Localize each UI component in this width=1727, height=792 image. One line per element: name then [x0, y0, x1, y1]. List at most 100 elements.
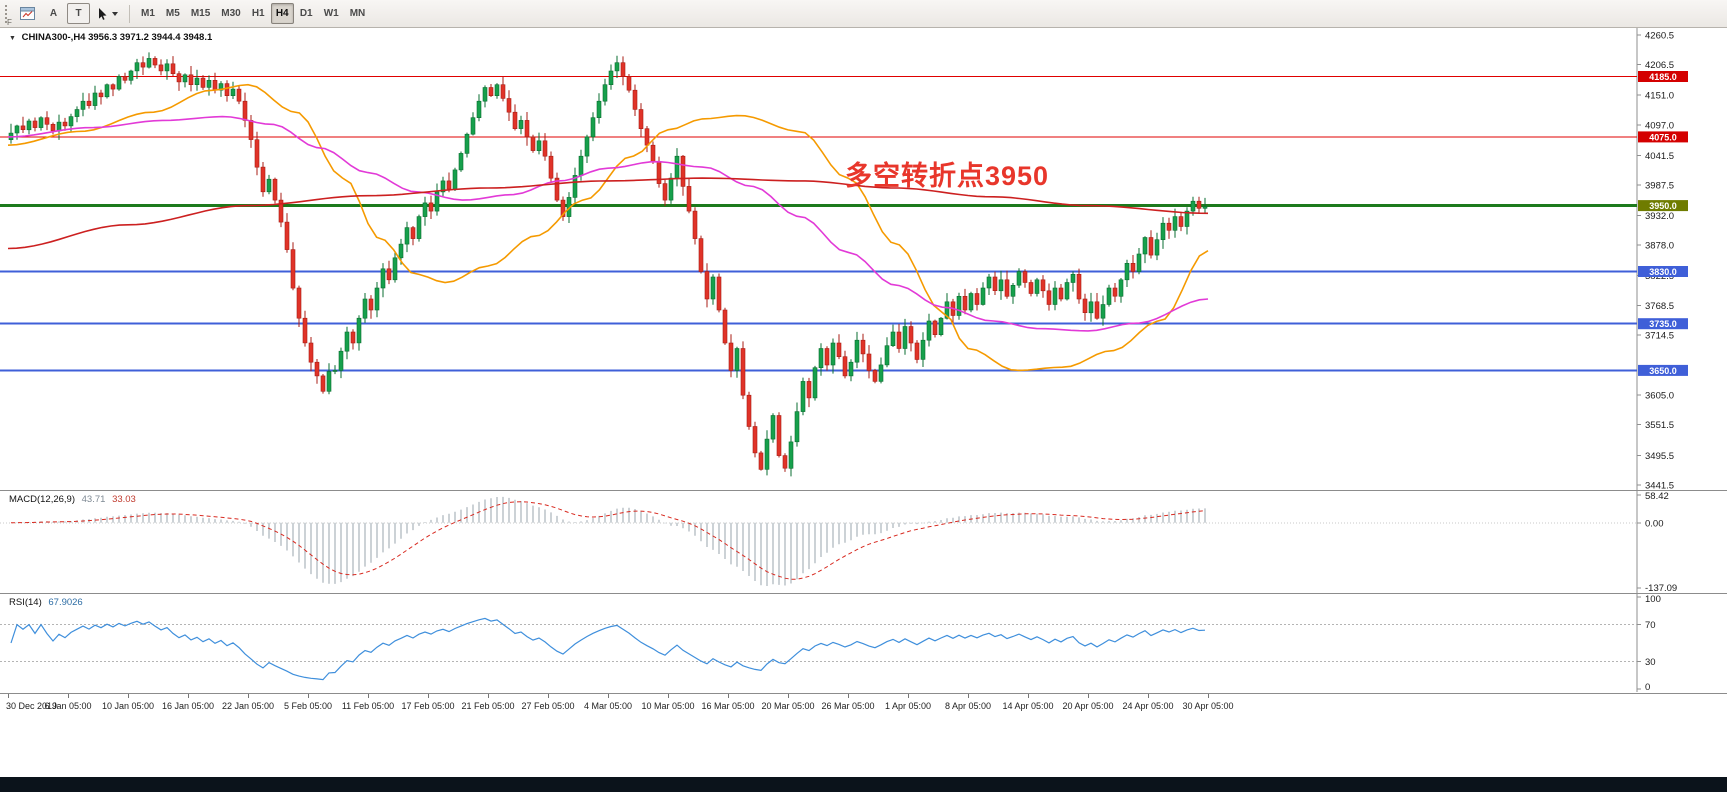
cursor-icon [99, 8, 107, 20]
time-axis-label: 14 Apr 05:00 [1002, 701, 1054, 711]
svg-text:0.00: 0.00 [1645, 518, 1664, 529]
rsi-panel[interactable]: 100 70 30 0 [0, 594, 1727, 692]
timeframe-button-mn[interactable]: MN [345, 3, 371, 24]
time-axis-tick [848, 694, 849, 698]
arrow-a-tool-button[interactable]: A [42, 3, 65, 24]
timeframe-button-m5[interactable]: M5 [161, 3, 185, 24]
time-axis-tick [968, 694, 969, 698]
time-axis-tick [428, 694, 429, 698]
time-axis-tick [908, 694, 909, 698]
text-label-tool-button[interactable]: T [67, 3, 90, 24]
svg-text:4185.0: 4185.0 [1649, 72, 1677, 82]
svg-text:3495.5: 3495.5 [1645, 451, 1674, 462]
svg-text:3950.0: 3950.0 [1649, 201, 1677, 211]
panel-separator[interactable] [0, 490, 1727, 491]
symbol-period-label: CHINA300-,H4 [21, 32, 86, 43]
time-axis-label: 22 Jan 05:00 [221, 701, 275, 711]
time-axis-label: 16 Mar 05:00 [701, 701, 755, 711]
svg-text:3441.5: 3441.5 [1645, 481, 1674, 491]
macd-label: MACD(12,26,9) 43.71 33.03 [9, 494, 136, 505]
time-axis-tick [1208, 694, 1209, 698]
time-axis-label: 8 Apr 05:00 [944, 701, 992, 711]
svg-text:3650.0: 3650.0 [1649, 366, 1677, 376]
rsi-value: 67.9026 [48, 597, 83, 608]
dropdown-caret-icon [112, 11, 118, 16]
svg-text:4097.0: 4097.0 [1645, 120, 1674, 131]
time-axis-tick [308, 694, 309, 698]
timeframe-button-m1[interactable]: M1 [136, 3, 160, 24]
rsi-indicator-name: RSI(14) [9, 597, 42, 608]
chart-title: ▼ CHINA300-,H4 3956.3 3971.2 3944.4 3948… [9, 32, 212, 43]
time-axis-label: 10 Jan 05:00 [101, 701, 155, 711]
timeframe-button-m15[interactable]: M15 [186, 3, 215, 24]
toolbar-separator [129, 4, 130, 23]
timeframe-button-w1[interactable]: W1 [319, 3, 344, 24]
svg-text:0: 0 [1645, 682, 1650, 692]
time-axis-tick [1088, 694, 1089, 698]
svg-text:3768.5: 3768.5 [1645, 301, 1674, 312]
time-axis-label: 20 Mar 05:00 [761, 701, 815, 711]
timeframe-button-d1[interactable]: D1 [295, 3, 318, 24]
svg-text:3932.0: 3932.0 [1645, 211, 1674, 222]
time-axis-label: 30 Dec 2019 [6, 701, 58, 711]
svg-text:3987.5: 3987.5 [1645, 181, 1674, 192]
time-axis-tick [608, 694, 609, 698]
macd-panel[interactable]: 58.42 0.00 -137.09 [0, 491, 1727, 593]
time-axis-label: 24 Apr 05:00 [1122, 701, 1174, 711]
time-axis-label: 1 Apr 05:00 [884, 701, 932, 711]
svg-text:70: 70 [1645, 620, 1656, 631]
toolbar: A T M1 M5 M15 M30 H1 H4 D1 W1 MN [0, 0, 1727, 28]
svg-text:4041.5: 4041.5 [1645, 151, 1674, 162]
svg-text:-137.09: -137.09 [1645, 583, 1677, 593]
chart-area: 4260.5 4206.5 4151.0 4097.0 4041.5 3987.5 3932… [0, 28, 1727, 718]
time-axis-tick [188, 694, 189, 698]
macd-indicator-name: MACD(12,26,9) [9, 494, 75, 505]
timeframe-button-h1[interactable]: H1 [247, 3, 270, 24]
svg-text:30: 30 [1645, 657, 1656, 668]
time-axis-tick [728, 694, 729, 698]
time-axis-tick [1028, 694, 1029, 698]
time-axis-label: 30 Apr 05:00 [1182, 701, 1234, 711]
svg-text:100: 100 [1645, 594, 1661, 605]
svg-text:3735.0: 3735.0 [1649, 319, 1677, 329]
time-axis[interactable]: 30 Dec 2019 6 Jan 05:00 10 Jan 05:00 16 Jan… [0, 693, 1727, 718]
time-axis-tick [68, 694, 69, 698]
time-axis-label: 5 Feb 05:00 [283, 701, 333, 711]
ohlc-label: 3956.3 3971.2 3944.4 3948.1 [88, 32, 213, 43]
toolbar-corner-label: F [7, 18, 12, 27]
time-axis-label: 16 Jan 05:00 [161, 701, 215, 711]
time-axis-label: 26 Mar 05:00 [821, 701, 875, 711]
cursor-tool-button[interactable] [92, 3, 123, 24]
svg-text:3714.5: 3714.5 [1645, 331, 1674, 342]
candlestick-panel[interactable]: 4260.5 4206.5 4151.0 4097.0 4041.5 3987.5 3932… [0, 28, 1727, 490]
svg-text:4075.0: 4075.0 [1649, 132, 1677, 142]
timeframe-button-h4[interactable]: H4 [270, 3, 294, 24]
time-axis-tick [8, 694, 9, 698]
macd-main-value: 43.71 [81, 494, 106, 505]
macd-signal-value: 33.03 [112, 494, 136, 505]
svg-text:3830.0: 3830.0 [1649, 267, 1677, 277]
svg-text:3551.5: 3551.5 [1645, 420, 1674, 431]
timeframe-button-group: M1 M5 M15 M30 H1 H4 D1 W1 MN [136, 3, 370, 24]
time-axis-label: 27 Feb 05:00 [521, 701, 575, 711]
time-axis-tick [488, 694, 489, 698]
time-axis-label: 4 Mar 05:00 [583, 701, 633, 711]
rsi-label: RSI(14) 67.9026 [9, 597, 83, 608]
svg-text:4151.0: 4151.0 [1645, 91, 1674, 102]
time-axis-label: 11 Feb 05:00 [341, 701, 395, 711]
time-axis-tick [368, 694, 369, 698]
svg-text:4260.5: 4260.5 [1645, 31, 1674, 42]
chart-window-icon [20, 7, 35, 20]
time-axis-tick [248, 694, 249, 698]
chart-annotation: 多空转折点3950 [845, 161, 1050, 191]
toolbar-grip[interactable] [5, 4, 9, 23]
time-axis-tick [788, 694, 789, 698]
svg-text:4206.5: 4206.5 [1645, 60, 1674, 71]
timeframe-button-m30[interactable]: M30 [216, 3, 245, 24]
time-axis-label: 10 Mar 05:00 [641, 701, 695, 711]
collapse-icon[interactable]: ▼ [9, 35, 16, 42]
time-axis-label: 21 Feb 05:00 [461, 701, 515, 711]
time-axis-label: 17 Feb 05:00 [401, 701, 455, 711]
chart-window-button[interactable] [15, 3, 40, 24]
panel-separator[interactable] [0, 593, 1727, 594]
